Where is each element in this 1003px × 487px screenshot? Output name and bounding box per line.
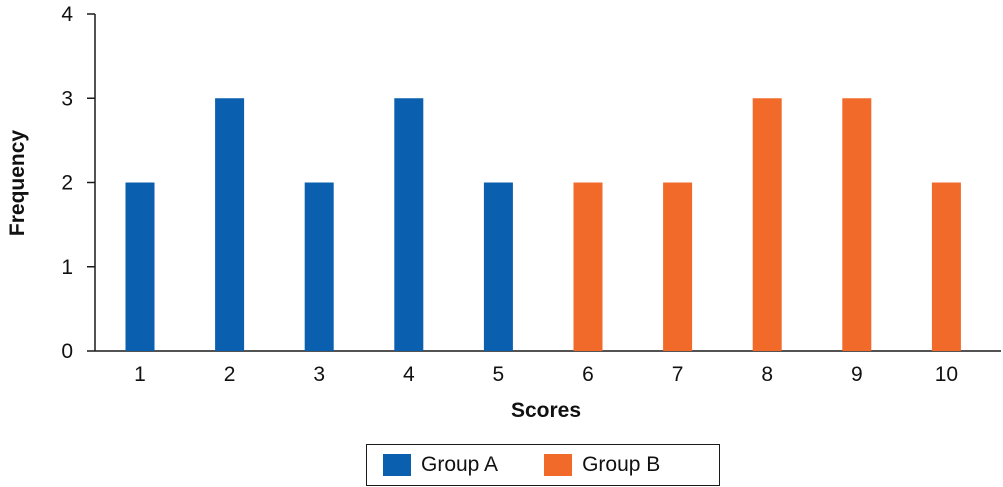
x-tick-label: 8 xyxy=(761,363,773,386)
bar-group-b xyxy=(931,182,961,351)
bar-group-b xyxy=(663,182,693,351)
y-tick-label: 1 xyxy=(61,256,73,279)
bar-group-b xyxy=(573,182,603,351)
legend-swatch-group-a xyxy=(383,454,411,476)
bar-group-b xyxy=(752,98,782,351)
x-tick-label: 10 xyxy=(935,363,958,386)
x-axis: 1 2 3 4 5 6 7 8 9 10 xyxy=(95,350,1001,386)
x-tick-label: 7 xyxy=(672,363,684,386)
legend-item-group-b: Group B xyxy=(544,453,660,477)
x-tick-label: 4 xyxy=(403,363,415,386)
chart: 0 1 2 3 4 1 2 3 4 5 6 7 8 9 10 Scores Frequency xyxy=(6,3,1001,422)
x-tick-label: 3 xyxy=(313,363,325,386)
y-axis: 0 1 2 3 4 xyxy=(61,3,96,363)
bar-group-a xyxy=(304,182,334,351)
x-tick-label: 6 xyxy=(582,363,594,386)
legend-swatch-group-b xyxy=(544,454,573,476)
y-tick-label: 3 xyxy=(61,87,73,110)
x-tick-label: 5 xyxy=(493,363,505,386)
y-axis-title: Frequency xyxy=(6,130,29,237)
legend-label-group-a: Group A xyxy=(421,453,499,476)
x-tick-label: 1 xyxy=(134,363,146,386)
y-tick-label: 4 xyxy=(61,3,73,26)
bars xyxy=(125,98,961,351)
legend-item-group-a: Group A xyxy=(383,453,498,477)
x-axis-title: Scores xyxy=(511,399,581,422)
legend: Group A Group B xyxy=(366,444,720,486)
legend-label-group-b: Group B xyxy=(582,453,661,476)
bar-group-a xyxy=(483,182,513,351)
x-tick-label: 2 xyxy=(224,363,236,386)
bar-group-a xyxy=(125,182,155,351)
x-tick-label: 9 xyxy=(851,363,863,386)
bar-group-a xyxy=(394,98,424,351)
y-tick-label: 2 xyxy=(61,172,73,195)
y-tick-label: 0 xyxy=(61,340,73,363)
bar-group-b xyxy=(842,98,872,351)
bar-group-a xyxy=(215,98,245,351)
